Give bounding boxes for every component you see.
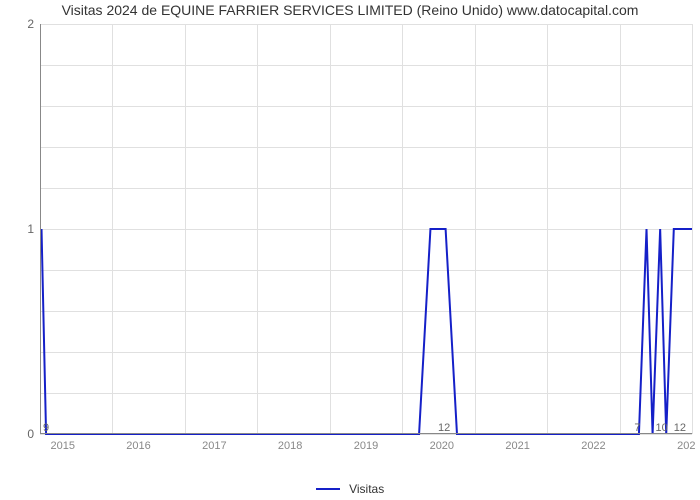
x-tick: 2018 xyxy=(278,440,302,452)
data-label: 12 xyxy=(674,422,686,434)
legend: Visitas xyxy=(0,481,700,496)
x-tick: 2022 xyxy=(581,440,605,452)
x-tick: 2017 xyxy=(202,440,226,452)
x-tick: 2016 xyxy=(126,440,150,452)
visits-chart: Visitas 2024 de EQUINE FARRIER SERVICES … xyxy=(0,0,700,500)
x-tick: 2015 xyxy=(50,440,74,452)
line-series xyxy=(40,24,692,434)
chart-title: Visitas 2024 de EQUINE FARRIER SERVICES … xyxy=(0,2,700,18)
x-tick: 2020 xyxy=(430,440,454,452)
legend-label: Visitas xyxy=(349,482,384,496)
x-tick: 202 xyxy=(677,440,695,452)
plot-area: 012 20152016201720182019202020212022202 … xyxy=(40,24,692,434)
data-label: 9 xyxy=(43,422,49,434)
y-tick: 2 xyxy=(27,17,40,31)
y-tick: 0 xyxy=(27,427,40,441)
legend-swatch xyxy=(316,488,340,490)
data-label: 10 xyxy=(656,422,668,434)
y-tick: 1 xyxy=(27,222,40,236)
x-tick: 2019 xyxy=(354,440,378,452)
data-label: 7 xyxy=(634,422,640,434)
x-tick: 2021 xyxy=(505,440,529,452)
data-label: 12 xyxy=(438,422,450,434)
